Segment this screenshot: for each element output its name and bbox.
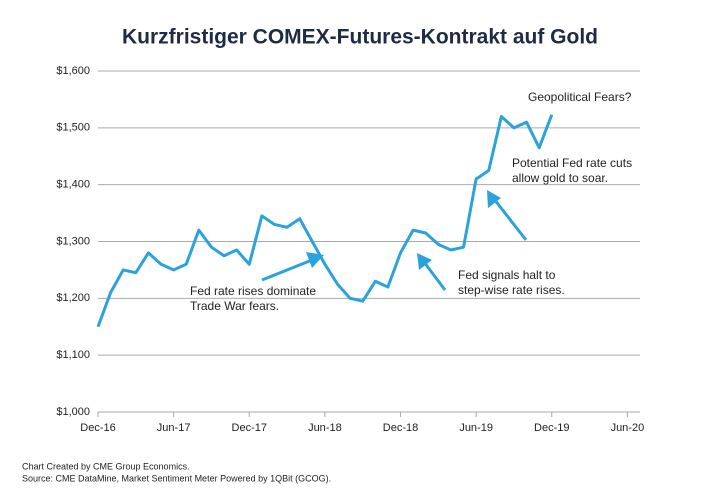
x-tick-label: Jun-20 xyxy=(611,422,645,434)
y-tick-label: $1,500 xyxy=(56,122,90,134)
x-tick-label: Jun-18 xyxy=(308,422,342,434)
x-tick-label: Dec-19 xyxy=(534,422,569,434)
arrow xyxy=(422,261,447,291)
arrow xyxy=(261,258,313,282)
x-tick-label: Dec-18 xyxy=(383,422,418,434)
x-tick-label: Jun-17 xyxy=(157,422,191,434)
annotation: Trade War fears. xyxy=(190,299,279,313)
arrow-head xyxy=(487,190,501,208)
y-tick-label: $1,000 xyxy=(56,406,90,418)
y-tick-label: $1,400 xyxy=(56,179,90,191)
y-tick-label: $1,100 xyxy=(56,349,90,361)
y-tick-label: $1,600 xyxy=(56,65,90,77)
arrows xyxy=(261,190,528,291)
x-tick-label: Dec-17 xyxy=(232,422,267,434)
annotation: allow gold to soar. xyxy=(512,171,608,185)
annotation: Fed rate rises dominate xyxy=(190,284,316,298)
y-tick-label: $1,200 xyxy=(56,292,90,304)
x-tick-label: Dec-16 xyxy=(80,422,115,434)
arrow xyxy=(492,198,528,241)
line-series xyxy=(96,114,554,328)
annotation: Fed signals halt to xyxy=(458,268,556,282)
annotation: step-wise rate rises. xyxy=(458,283,565,297)
annotation: Geopolitical Fears? xyxy=(528,90,632,104)
arrow-head xyxy=(417,253,432,270)
annotation: Potential Fed rate cuts xyxy=(512,156,632,170)
x-tick-label: Jun-19 xyxy=(459,422,493,434)
footnote: Source: CME DataMine, Market Sentiment M… xyxy=(22,473,331,483)
chart-title: Kurzfristiger COMEX-Futures-Kontrakt auf… xyxy=(122,26,598,49)
y-tick-label: $1,300 xyxy=(56,235,90,247)
footnote: Chart Created by CME Group Economics. xyxy=(22,461,190,471)
